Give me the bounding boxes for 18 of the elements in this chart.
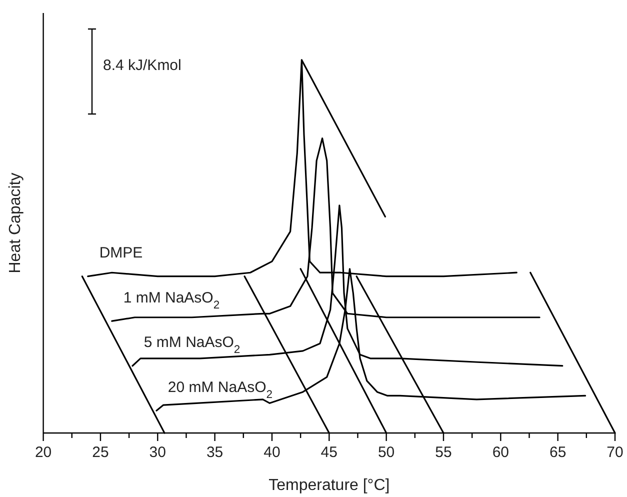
x-tick-label: 40	[264, 444, 280, 461]
x-tick-label: 70	[606, 444, 624, 461]
x-tick-label: 20	[34, 444, 52, 461]
x-tick-label: 55	[435, 444, 452, 461]
series-label: DMPE	[99, 244, 143, 262]
x-tick-label: 35	[206, 444, 224, 461]
y-axis-title: Heat Capacity	[7, 172, 24, 274]
x-tick-label: 60	[492, 444, 510, 461]
annotation: 8.4 kJ/Kmol	[103, 57, 182, 74]
x-tick-label: 65	[549, 444, 566, 461]
series-label: 5 mM NaAsO$_{2}$	[144, 334, 240, 356]
series-label: 1 mM NaAsO$_{2}$	[123, 289, 220, 312]
x-axis-title: Temperature [°C]	[268, 477, 390, 494]
series-label: 20 mM NaAsO$_{2}$	[168, 378, 273, 401]
x-tick-label: 45	[320, 444, 338, 461]
x-tick-label: 30	[149, 444, 166, 461]
x-tick-label: 50	[378, 444, 395, 461]
x-tick-label: 25	[92, 444, 109, 461]
